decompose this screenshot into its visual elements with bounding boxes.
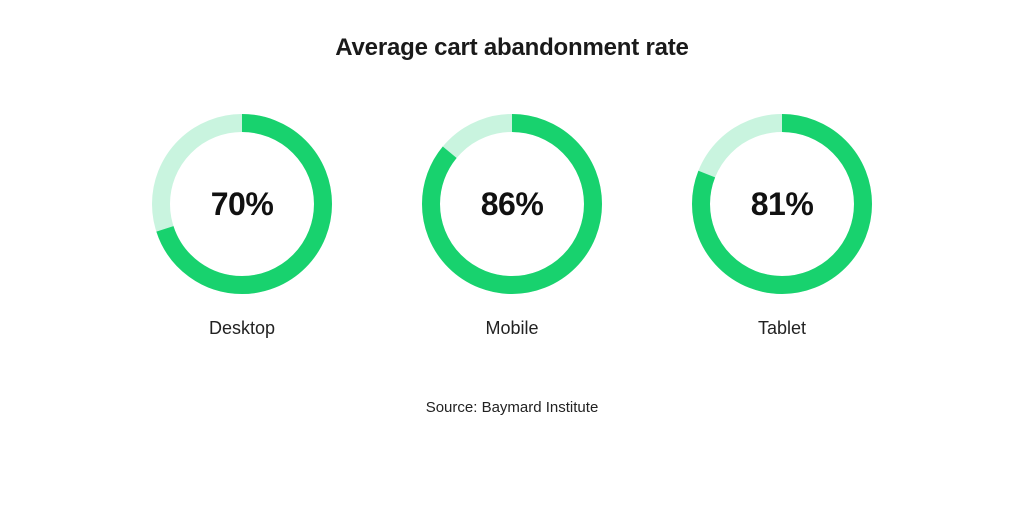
donut-ring-tablet: 81%: [692, 114, 872, 294]
donut-value-desktop: 70%: [152, 114, 332, 294]
source-attribution: Source: Baymard Institute: [426, 399, 599, 416]
donut-charts-row: 70% Desktop 86% Mobile 81% Ta: [152, 114, 872, 339]
donut-mobile: 86% Mobile: [422, 114, 602, 339]
donut-label-desktop: Desktop: [209, 318, 275, 339]
donut-value-tablet: 81%: [692, 114, 872, 294]
donut-label-mobile: Mobile: [485, 318, 538, 339]
infographic-page: Average cart abandonment rate 70% Deskto…: [0, 0, 1024, 512]
donut-desktop: 70% Desktop: [152, 114, 332, 339]
donut-ring-desktop: 70%: [152, 114, 332, 294]
page-title: Average cart abandonment rate: [335, 34, 688, 62]
donut-ring-mobile: 86%: [422, 114, 602, 294]
donut-value-mobile: 86%: [422, 114, 602, 294]
donut-tablet: 81% Tablet: [692, 114, 872, 339]
donut-label-tablet: Tablet: [758, 318, 806, 339]
